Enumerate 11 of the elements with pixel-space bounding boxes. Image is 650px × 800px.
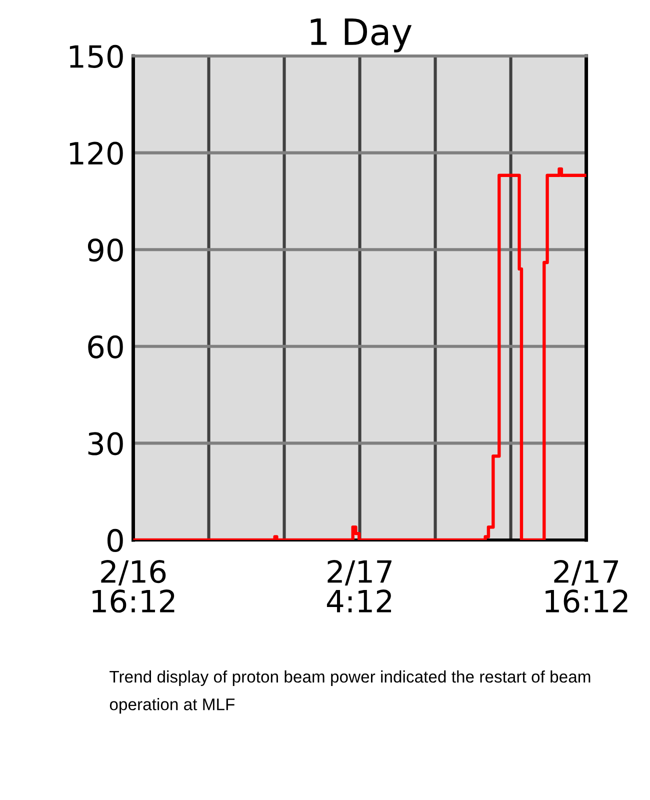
y-tick-label: 120 — [70, 142, 123, 165]
y-tick-label: 150 — [70, 44, 123, 68]
y-tick-label: 0 — [107, 528, 123, 552]
x-tick-label: 2/16 16:12 — [92, 560, 174, 613]
y-tick-label: 60 — [88, 335, 123, 358]
y-tick-label: 90 — [88, 238, 123, 262]
x-tick-label: 2/17 4:12 — [326, 560, 392, 612]
y-tick-label: 30 — [88, 432, 123, 456]
x-tick-label: 2/17 16:12 — [546, 560, 628, 613]
chart-title: 1 Day — [310, 18, 412, 52]
text: Trend display of proton beam power indicated the restart of beam operation at MLF — [110, 670, 590, 714]
